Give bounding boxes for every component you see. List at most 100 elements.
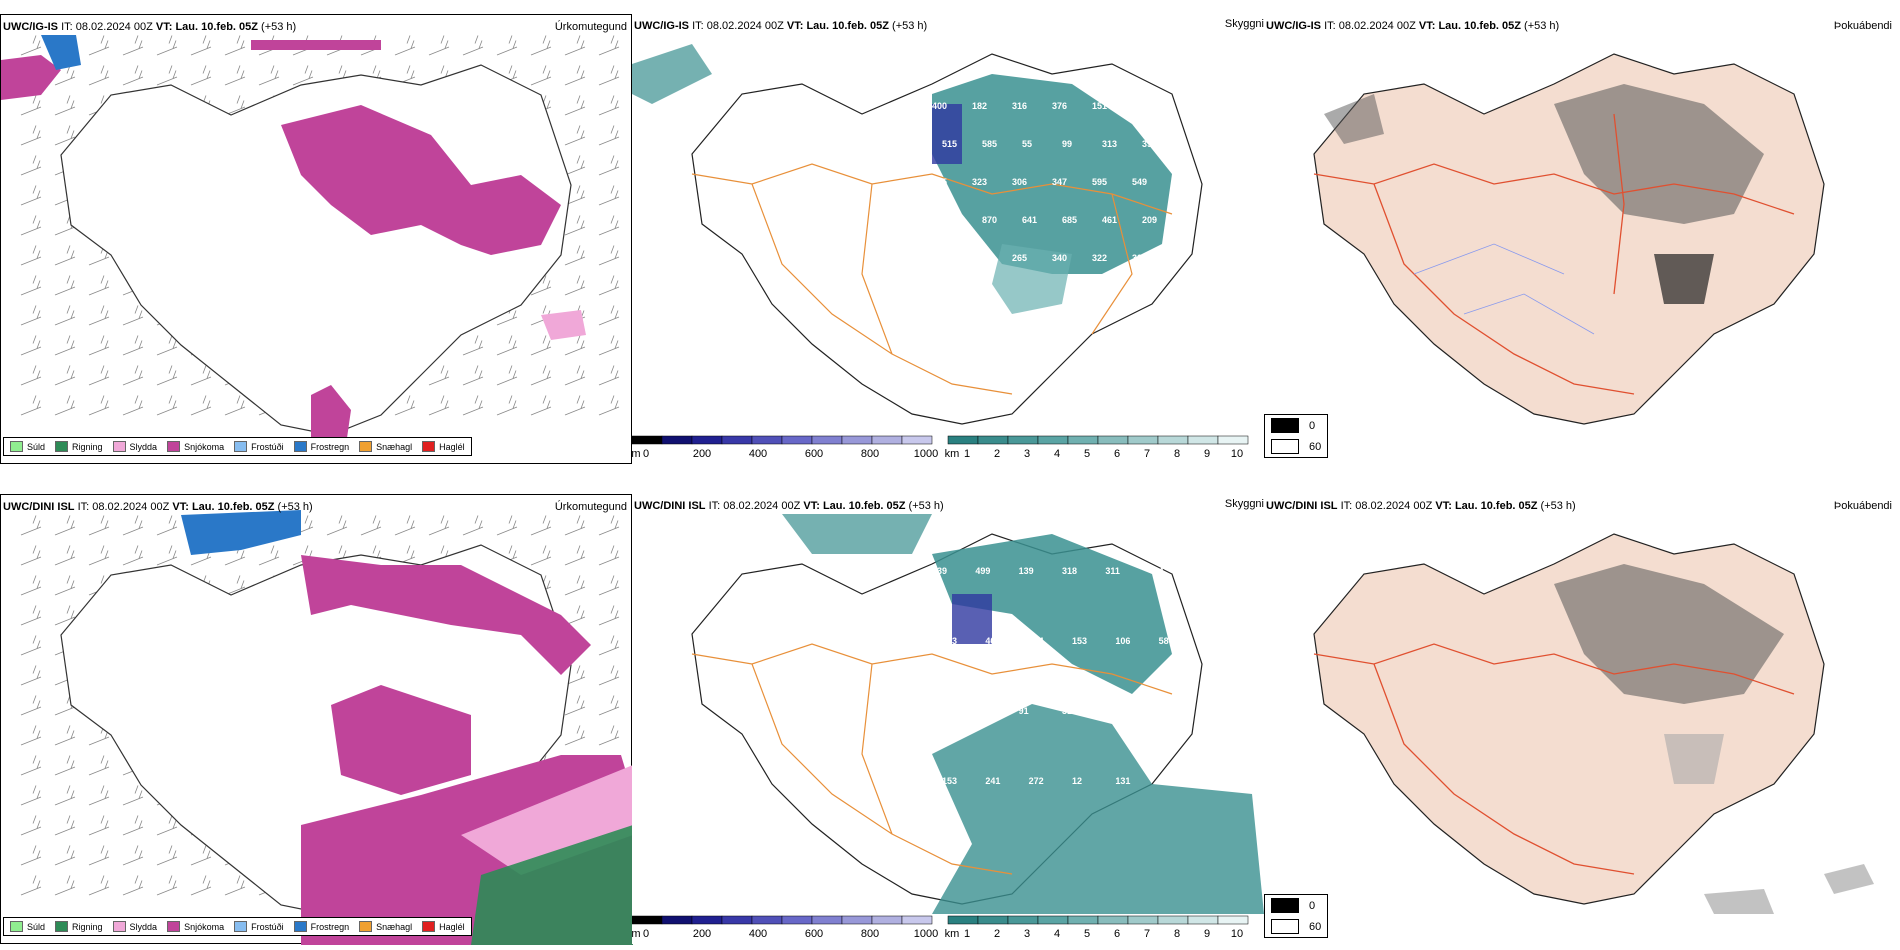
colorbar-swatch (1127, 435, 1159, 445)
cloud-base-label: 515 (942, 139, 957, 149)
wind-barb (54, 875, 76, 896)
wind-barb (428, 395, 450, 416)
wind-barb (598, 335, 620, 356)
wind-barb (54, 605, 76, 626)
panel-uwc-cloud: 400 182 316 376 151 472 515 585 55 99 313 391 365 323… (631, 14, 1264, 464)
cloud-base-labels: 539 499 139 318 311 404 303 402 354 153 106 58 106 47… (932, 566, 1169, 786)
colorbar-swatch (947, 435, 979, 445)
cloud-base-label: 404 (1149, 566, 1164, 576)
colorbar-swatch (781, 915, 813, 925)
cloud-base-label: 316 (1012, 101, 1027, 111)
legend-item: Slydda (112, 441, 157, 452)
cloud-base-label: 106 (1115, 636, 1130, 646)
wind-barb (598, 605, 620, 626)
wind-barb (224, 65, 246, 86)
legend-label: Súld (27, 441, 46, 452)
wind-barb (122, 65, 144, 86)
colorbar-tick: 2 (993, 448, 1001, 460)
colorbar-tick: 4 (1053, 928, 1061, 940)
legend-swatch (293, 921, 307, 932)
wind-barb (258, 545, 280, 566)
cloud-base-label: 323 (972, 177, 987, 187)
product-name: Úrkomutegund (554, 21, 627, 33)
wind-barb (20, 725, 42, 746)
wind-barb (598, 245, 620, 266)
wind-barb (428, 35, 450, 56)
wind-barb (530, 35, 552, 56)
wind-barb (598, 215, 620, 236)
cloud-base-label: 99 (1062, 139, 1072, 149)
wind-barb (88, 395, 110, 416)
wind-barb (224, 35, 246, 56)
cloud-base-label: 347 (1052, 177, 1067, 187)
colorbar-tick: 5 (1083, 448, 1091, 460)
wind-barb (496, 335, 518, 356)
legend-item: Súld (10, 441, 45, 452)
colorbar-swatch (1067, 915, 1099, 925)
colorbar-tick: 0 (642, 448, 650, 460)
wind-barb (54, 545, 76, 566)
colorbar-swatch (1157, 915, 1189, 925)
wind-barb (156, 845, 178, 866)
fog-legend: 0 60 (1264, 894, 1329, 938)
colorbar-swatch (1097, 915, 1129, 925)
fog-legend-row: 60 (1265, 916, 1327, 937)
wind-barb (122, 815, 144, 836)
wind-barb (20, 875, 42, 896)
wind-barb (122, 875, 144, 896)
wind-barb (462, 515, 484, 536)
legend-item: Rigning (55, 441, 103, 452)
wind-barb (598, 515, 620, 536)
colorbar-swatch (721, 915, 753, 925)
wind-barb (20, 845, 42, 866)
cloud-base-label: 472 (975, 706, 990, 716)
colorbar-unit: km (944, 928, 960, 940)
cloud-base-label: 354 (1029, 636, 1044, 646)
legend-item: Snæhagl (359, 441, 412, 452)
cloud-map-top: 400 182 316 376 151 472 515 585 55 99 313 391 365 323… (632, 44, 1203, 425)
wind-barb (20, 545, 42, 566)
cloud-base-label: 238 (942, 215, 957, 225)
wind-barb (564, 245, 586, 266)
colorbar-tick: 800 (860, 448, 880, 460)
legend-swatch (422, 921, 436, 932)
cloud-base-label: 400 (932, 101, 947, 111)
wind-barb (530, 65, 552, 86)
wind-barb (190, 65, 212, 86)
legend-item: Súld (10, 921, 45, 932)
colorbar-unit: km (944, 448, 960, 460)
wind-barb (598, 35, 620, 56)
colorbar-tick: 5 (1083, 928, 1091, 940)
wind-barb (598, 185, 620, 206)
legend-label: Snjókoma (184, 921, 225, 932)
colorbar-swatches (631, 915, 1249, 925)
precip-map-bottom (20, 510, 633, 945)
precip-legend: Súld Rigning Slydda Snjókoma Frostúði Frostre… (3, 437, 472, 456)
colorbar-tick: 200 (692, 928, 712, 940)
wind-barb (462, 335, 484, 356)
colorbar-tick: 8 (1173, 928, 1181, 940)
colorbar-tick: 6 (1113, 928, 1121, 940)
cloud-base-label: 182 (972, 101, 987, 111)
colorbar-tick: 400 (748, 928, 768, 940)
legend-swatch (234, 441, 248, 452)
legend-swatch (293, 441, 307, 452)
wind-barb (20, 815, 42, 836)
wind-barb (54, 125, 76, 146)
colorbar-tick: 800 (860, 928, 880, 940)
wind-barb (428, 365, 450, 386)
cloud-base-label: 306 (1012, 177, 1027, 187)
legend-label: Snæhagl (376, 921, 413, 932)
colorbar-swatch (841, 915, 873, 925)
cloud-base-label: 153 (1072, 636, 1087, 646)
colorbar-swatch (871, 435, 903, 445)
legend-swatch (359, 921, 373, 932)
wind-barb (530, 395, 552, 416)
colorbar-swatch (841, 435, 873, 445)
wind-barb (54, 575, 76, 596)
legend-swatch (55, 921, 69, 932)
panel-title: UWC/DINI ISL IT: 08.02.2024 00Z VT: Lau.… (1266, 500, 1576, 512)
wind-barb (20, 245, 42, 266)
snow-area-ne (281, 105, 561, 255)
cloud-base-label: 272 (1029, 776, 1044, 786)
